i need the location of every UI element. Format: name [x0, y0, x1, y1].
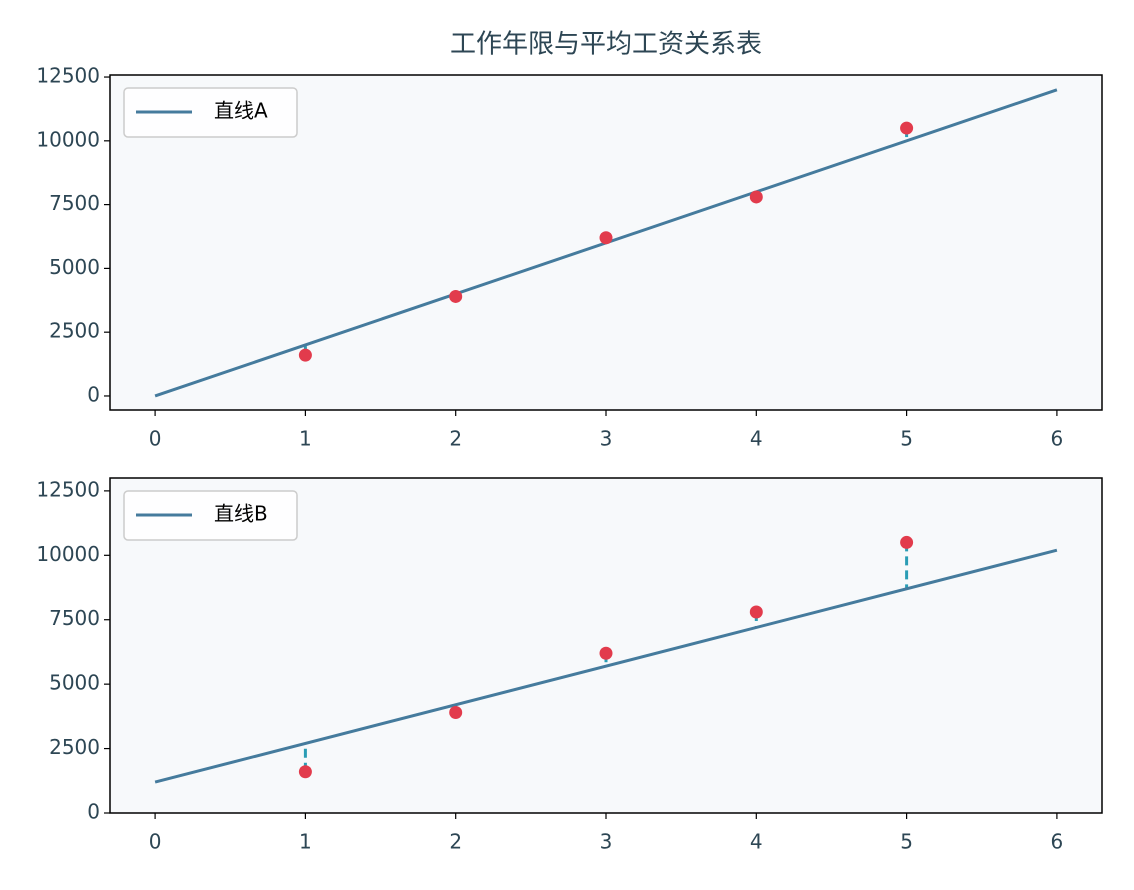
y-tick-label: 2500	[49, 319, 100, 343]
chart-title: 工作年限与平均工资关系表	[450, 30, 762, 60]
point	[298, 765, 312, 779]
point	[900, 535, 914, 549]
point	[749, 190, 763, 204]
x-tick-label: 5	[900, 830, 913, 854]
legend-box	[123, 87, 298, 138]
y-tick-label: 0	[87, 800, 100, 824]
legend-label: 直线B	[214, 502, 268, 526]
x-tick-label: 0	[149, 830, 162, 854]
x-tick-label: 0	[149, 427, 162, 451]
y-tick-label: 5000	[49, 671, 100, 695]
y-tick-label: 5000	[49, 255, 100, 279]
point	[599, 646, 613, 660]
point	[298, 348, 312, 362]
y-tick-label: 12500	[36, 477, 100, 501]
y-tick-label: 10000	[36, 127, 100, 151]
x-tick-label: 3	[600, 830, 613, 854]
legend-box	[123, 490, 298, 541]
x-tick-label: 5	[900, 427, 913, 451]
y-tick-label: 7500	[49, 191, 100, 215]
y-tick-label: 7500	[49, 606, 100, 630]
point	[749, 605, 763, 619]
point	[900, 121, 914, 135]
x-tick-label: 6	[1051, 427, 1064, 451]
y-tick-label: 10000	[36, 542, 100, 566]
x-tick-label: 2	[449, 427, 462, 451]
x-tick-label: 1	[299, 427, 312, 451]
y-tick-label: 0	[87, 382, 100, 406]
x-tick-label: 4	[750, 427, 763, 451]
point	[449, 289, 463, 303]
point	[449, 706, 463, 719]
x-tick-label: 4	[750, 830, 763, 854]
fit-line	[154, 548, 1058, 784]
x-tick-label: 3	[600, 427, 613, 451]
x-tick-label: 6	[1051, 830, 1064, 854]
point	[599, 231, 613, 245]
legend-label: 直线A	[214, 99, 268, 123]
y-tick-label: 12500	[36, 64, 100, 88]
y-tick-label: 2500	[49, 735, 100, 759]
x-tick-label: 1	[299, 830, 312, 854]
x-tick-label: 2	[449, 830, 462, 854]
